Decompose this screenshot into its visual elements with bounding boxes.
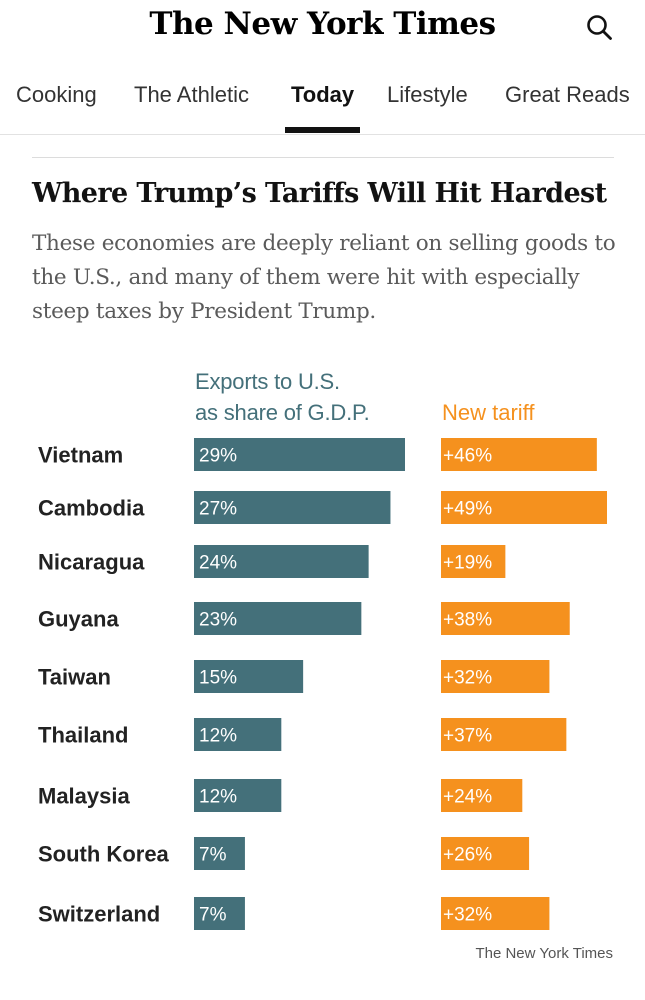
country-label-switzerland: Switzerland	[38, 902, 160, 927]
exports-bar-nicaragua	[194, 545, 369, 578]
tariff-value-label-cambodia: +49%	[443, 499, 492, 520]
exports-bar-guyana	[194, 602, 362, 635]
section-nav: Cooking The Athletic Today Lifestyle Gre…	[0, 60, 645, 135]
section-divider	[32, 157, 614, 158]
tab-the-athletic[interactable]: The Athletic	[134, 82, 249, 107]
exports-bar-switzerland	[194, 897, 245, 930]
exports-value-label-guyana: 23%	[199, 610, 237, 631]
tariff-value-label-thailand: +37%	[443, 726, 492, 747]
tab-lifestyle[interactable]: Lifestyle	[387, 82, 468, 107]
country-label-guyana: Guyana	[38, 607, 119, 632]
exports-bar-taiwan	[194, 660, 304, 693]
tariff-bar-taiwan	[441, 660, 550, 693]
exports-value-label-cambodia: 27%	[199, 499, 237, 520]
exports-column-header: Exports to U.S. as share of G.D.P.	[195, 366, 370, 428]
tariff-bar-switzerland	[441, 897, 550, 930]
exports-bar-south-korea	[194, 837, 245, 870]
tariff-value-label-malaysia: +24%	[443, 787, 492, 808]
exports-value-label-vietnam: 29%	[199, 446, 237, 467]
tariff-value-label-guyana: +38%	[443, 610, 492, 631]
graphic-dek: These economies are deeply reliant on se…	[32, 231, 616, 324]
exports-bar-vietnam	[194, 438, 405, 471]
nyt-logo[interactable]: The New York Times	[149, 6, 496, 42]
exports-bar-thailand	[194, 718, 282, 751]
tab-today[interactable]: Today	[291, 82, 355, 107]
exports-value-label-south-korea: 7%	[199, 845, 227, 866]
tab-cooking[interactable]: Cooking	[16, 82, 97, 107]
tab-great-reads[interactable]: Great Reads	[505, 82, 630, 107]
search-icon	[587, 15, 612, 40]
tariff-bar-vietnam	[441, 438, 597, 471]
tariff-value-label-vietnam: +46%	[443, 446, 492, 467]
exports-header-line1: Exports to U.S.	[195, 369, 340, 394]
active-tab-indicator	[285, 127, 360, 133]
tariff-bar-thailand	[441, 718, 567, 751]
exports-value-label-nicaragua: 24%	[199, 553, 237, 574]
country-label-cambodia: Cambodia	[38, 496, 145, 521]
search-button[interactable]	[584, 12, 616, 44]
exports-value-label-thailand: 12%	[199, 726, 237, 747]
tariff-bar-nicaragua	[441, 545, 506, 578]
country-label-south-korea: South Korea	[38, 842, 170, 867]
exports-bar-cambodia	[194, 491, 391, 524]
tariff-bar-malaysia	[441, 779, 523, 812]
tariff-value-label-nicaragua: +19%	[443, 553, 492, 574]
country-label-taiwan: Taiwan	[38, 665, 111, 690]
tariff-column-header: New tariff	[442, 400, 535, 425]
tariff-bar-cambodia	[441, 491, 607, 524]
tariff-value-label-taiwan: +32%	[443, 668, 492, 689]
exports-value-label-malaysia: 12%	[199, 787, 237, 808]
tariff-bar-guyana	[441, 602, 570, 635]
masthead: The New York Times	[0, 0, 645, 60]
exports-value-label-taiwan: 15%	[199, 668, 237, 689]
graphic-headline: Where Trump’s Tariffs Will Hit Hardest	[32, 178, 607, 209]
country-label-thailand: Thailand	[38, 723, 128, 748]
source-credit: The New York Times	[475, 945, 613, 962]
exports-bar-malaysia	[194, 779, 282, 812]
tariff-bar-south-korea	[441, 837, 530, 870]
country-label-malaysia: Malaysia	[38, 784, 130, 809]
country-label-nicaragua: Nicaragua	[38, 550, 145, 575]
tariff-value-label-south-korea: +26%	[443, 845, 492, 866]
exports-value-label-switzerland: 7%	[199, 905, 227, 926]
country-label-vietnam: Vietnam	[38, 443, 123, 468]
exports-header-line2: as share of G.D.P.	[195, 400, 370, 425]
tariff-value-label-switzerland: +32%	[443, 905, 492, 926]
